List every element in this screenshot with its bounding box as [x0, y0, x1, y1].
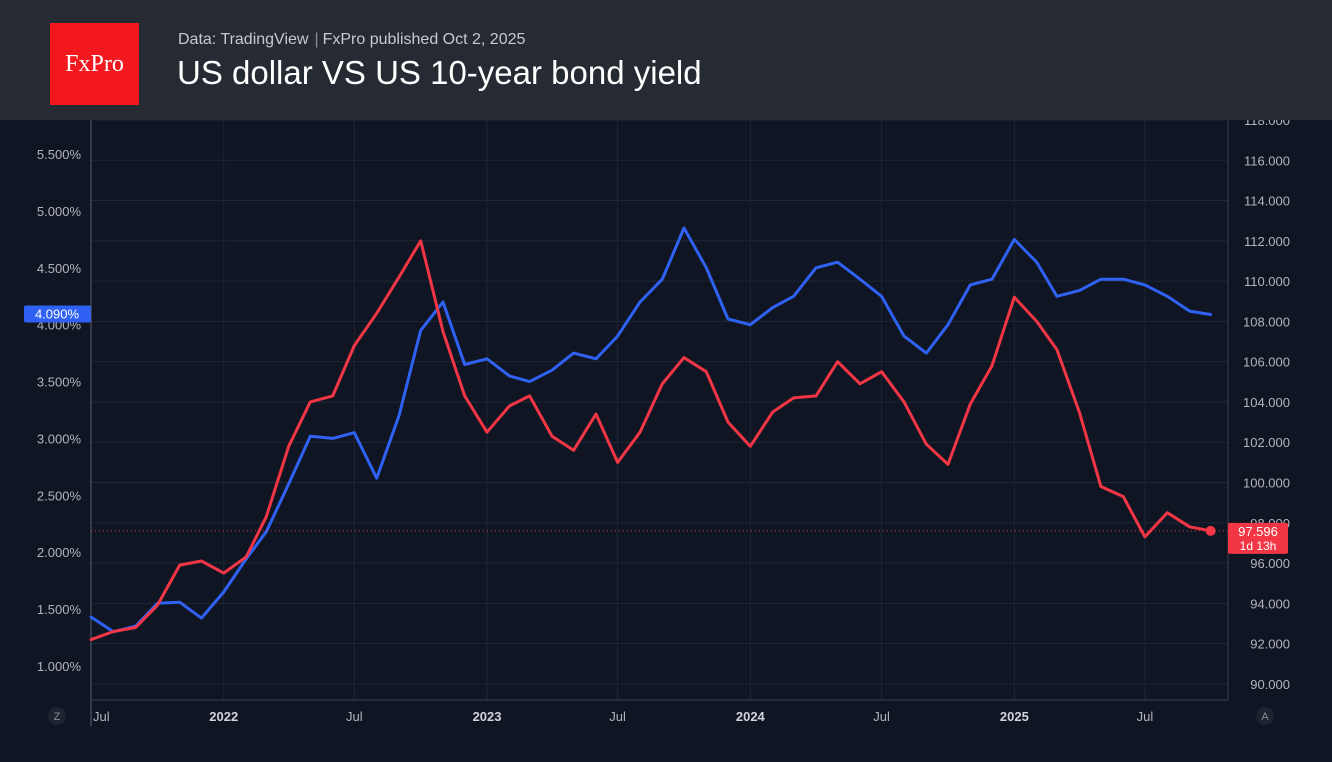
- left-tick-label: 3.000%: [37, 431, 82, 446]
- yield-last-value-label: 4.090%: [35, 306, 80, 321]
- yield-last-value-badge: [24, 305, 91, 323]
- x-tick-label: Jul: [93, 709, 110, 724]
- left-tick-label: 2.000%: [37, 545, 82, 560]
- left-tick-label: 2.500%: [37, 488, 82, 503]
- source-published-label: FxPro published Oct 2, 2025: [322, 31, 526, 48]
- dollar-last-value-badge: [1228, 522, 1288, 554]
- yield-line: [89, 226, 1213, 634]
- x-tick-label: 2022: [209, 709, 238, 724]
- corner-label-right: A: [1261, 711, 1269, 723]
- right-tick-label: 118.000: [1244, 120, 1290, 128]
- right-tick-label: 104.000: [1243, 395, 1290, 410]
- corner-badge-right: [1256, 707, 1274, 725]
- x-tick-label: Jul: [1137, 709, 1154, 724]
- left-tick-label: 1.500%: [37, 602, 82, 617]
- x-tick-label: 2025: [1000, 709, 1029, 724]
- left-tick-label: 5.500%: [37, 147, 82, 162]
- corner-badge-left: [48, 707, 66, 725]
- right-tick-label: 114.000: [1244, 194, 1290, 209]
- left-tick-label: 4.500%: [37, 261, 82, 276]
- dollar-last-value-label: 97.596: [1238, 524, 1278, 539]
- right-tick-label: 102.000: [1243, 435, 1290, 450]
- left-tick-label: 3.500%: [37, 375, 82, 390]
- corner-label-left: Z: [54, 711, 61, 723]
- x-tick-label: Jul: [609, 709, 626, 724]
- right-tick-label: 108.000: [1243, 314, 1290, 329]
- right-tick-label: 116.000: [1244, 153, 1290, 168]
- right-tick-label: 96.000: [1250, 556, 1290, 571]
- fxpro-logo: FxPro: [50, 23, 139, 105]
- dollar-line: [89, 239, 1213, 642]
- x-tick-label: Jul: [346, 709, 363, 724]
- chart-title: US dollar VS US 10-year bond yield: [177, 54, 702, 91]
- dollar-countdown-label: 1d 13h: [1240, 539, 1277, 553]
- dollar-last-point: [1205, 525, 1216, 536]
- right-tick-label: 106.000: [1243, 355, 1290, 370]
- x-tick-label: Jul: [873, 709, 890, 724]
- right-tick-label: 90.000: [1250, 677, 1290, 692]
- x-tick-label: 2023: [473, 709, 502, 724]
- source-separator: |: [314, 31, 319, 48]
- right-tick-label: 112.000: [1244, 234, 1290, 249]
- right-tick-label: 110.000: [1244, 274, 1290, 289]
- right-tick-label: 92.000: [1250, 637, 1290, 652]
- chart-header: FxPro Data: TradingView | FxPro published …: [0, 0, 1332, 120]
- source-line: Data: TradingView | FxPro published Oct 2,…: [178, 31, 525, 49]
- right-tick-label: 100.000: [1243, 476, 1290, 491]
- x-tick-label: 2024: [736, 709, 766, 724]
- line-chart: 1.000%1.500%2.000%2.500%3.000%3.500%4.00…: [24, 120, 1290, 726]
- left-tick-label: 1.000%: [37, 659, 82, 674]
- left-tick-label: 5.000%: [37, 204, 82, 219]
- source-data-label: Data: TradingView: [178, 31, 309, 48]
- right-tick-label: 94.000: [1250, 596, 1290, 611]
